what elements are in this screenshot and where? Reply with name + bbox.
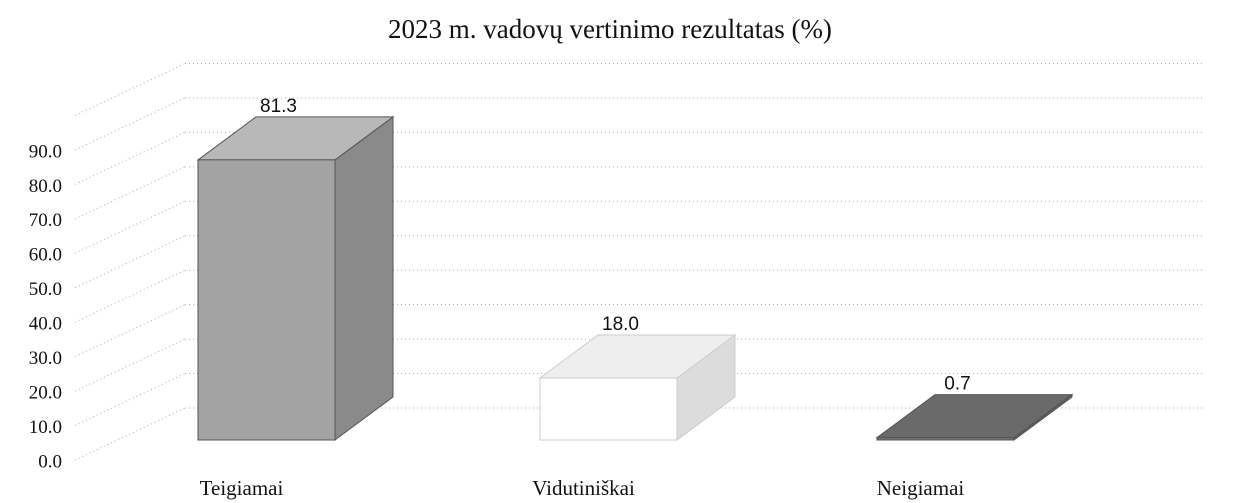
y-tick-label: 40.0 bbox=[29, 314, 62, 335]
y-tick-label: 0.0 bbox=[38, 451, 62, 472]
side-grid-line bbox=[74, 131, 186, 185]
y-tick-label: 60.0 bbox=[29, 245, 62, 266]
bar bbox=[538, 333, 737, 441]
side-grid-line bbox=[74, 200, 186, 254]
side-grid-line bbox=[74, 269, 186, 323]
side-grid-line bbox=[74, 338, 186, 392]
chart-title: 2023 m. vadovų vertinimo rezultatas (%) bbox=[388, 14, 832, 44]
bar-face bbox=[334, 115, 394, 441]
bar-face bbox=[539, 377, 678, 441]
x-tick-label: Teigiamai bbox=[200, 476, 284, 500]
y-tick-label: 30.0 bbox=[29, 348, 62, 369]
side-grid-line bbox=[74, 373, 186, 427]
side-grid-line bbox=[74, 407, 186, 461]
side-grid-line bbox=[74, 304, 186, 358]
y-tick-label: 90.0 bbox=[29, 141, 62, 162]
bar bbox=[875, 393, 1074, 441]
y-tick-label: 80.0 bbox=[29, 176, 62, 197]
bar-face bbox=[197, 159, 336, 441]
value-label: 81.3 bbox=[260, 96, 297, 117]
bar-face bbox=[875, 394, 1074, 439]
y-tick-label: 70.0 bbox=[29, 210, 62, 231]
x-tick-label: Neigiamai bbox=[877, 476, 965, 500]
y-tick-label: 20.0 bbox=[29, 382, 62, 403]
x-tick-label: Vidutiniškai bbox=[532, 476, 635, 500]
side-grid-line bbox=[74, 97, 186, 151]
side-grid-line bbox=[74, 235, 186, 289]
value-label: 0.7 bbox=[944, 374, 970, 395]
y-tick-label: 10.0 bbox=[29, 417, 62, 438]
value-label: 18.0 bbox=[602, 314, 639, 335]
bar-face bbox=[876, 437, 1015, 441]
bar bbox=[196, 115, 395, 441]
y-tick-label: 50.0 bbox=[29, 279, 62, 300]
side-grid-line bbox=[74, 63, 186, 116]
side-grid-line bbox=[74, 166, 186, 220]
